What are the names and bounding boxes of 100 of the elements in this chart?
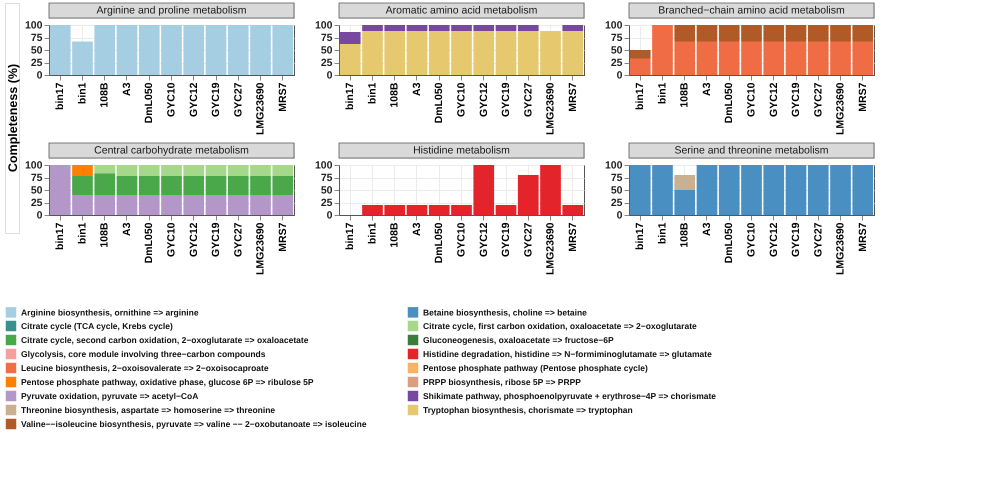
x-tick-label: 108B bbox=[98, 222, 111, 248]
x-tick-label: bin17 bbox=[344, 82, 356, 110]
x-tick-label: bin1 bbox=[366, 82, 378, 104]
x-tick-label: A3 bbox=[410, 82, 423, 96]
legend-label: Gluconeogenesis, oxaloacetate => fructose−6P bbox=[423, 335, 614, 345]
x-tick-label: A3 bbox=[700, 222, 713, 236]
y-tick-label: 25 bbox=[610, 57, 623, 69]
bar bbox=[630, 50, 651, 58]
legend-label: Pentose phosphate pathway (Pentose phosphate cycle) bbox=[423, 363, 648, 373]
x-tick-label: LMG23690 bbox=[254, 222, 267, 276]
x-tick-label: DmL050 bbox=[723, 222, 736, 264]
x-tick-label: GYC27 bbox=[522, 82, 534, 117]
legend-label: Citrate cycle, first carbon oxidation, oxaloacetate => 2−oxoglutarate bbox=[423, 321, 698, 331]
x-tick-label: GYC12 bbox=[478, 82, 490, 117]
y-tick-label: 100 bbox=[604, 20, 623, 32]
chart-title: Histidine metabolism bbox=[413, 144, 510, 156]
x-tick-label: GYC12 bbox=[768, 222, 780, 257]
legend-label: PRPP biosynthesis, ribose 5P => PRPP bbox=[423, 377, 582, 387]
x-tick-label: LMG23690 bbox=[834, 222, 847, 276]
x-tick-label: DmL050 bbox=[433, 82, 446, 124]
y-tick-label: 25 bbox=[30, 197, 43, 209]
x-tick-label: GYC27 bbox=[232, 222, 244, 257]
chart-title: Arginine and proline metabolism bbox=[96, 4, 247, 16]
x-tick-label: 108B bbox=[98, 82, 111, 108]
y-tick-label: 25 bbox=[30, 57, 43, 69]
x-tick-label: bin1 bbox=[76, 222, 88, 244]
x-tick-label: GYC10 bbox=[166, 82, 178, 117]
x-tick-label: bin1 bbox=[366, 222, 378, 244]
legend-label: Leucine biosynthesis, 2−oxoisovalerate => 2−oxoisocaproate bbox=[21, 363, 269, 373]
legend-label: Pentose phosphate pathway, oxidative phase, glucose 6P => ribulose 5P bbox=[21, 377, 314, 387]
x-tick-label: LMG23690 bbox=[834, 82, 847, 136]
y-tick-label: 75 bbox=[30, 32, 43, 44]
legend-label: Glycolysis, core module involving three−carbon compounds bbox=[21, 349, 266, 359]
y-tick-label: 25 bbox=[320, 57, 333, 69]
x-tick-label: bin17 bbox=[634, 82, 646, 110]
bar bbox=[72, 165, 93, 176]
x-tick-label: LMG23690 bbox=[544, 82, 557, 136]
x-tick-label: A3 bbox=[120, 222, 133, 236]
x-tick-label: bin17 bbox=[634, 222, 646, 250]
x-tick-label: GYC19 bbox=[210, 222, 222, 257]
legend-label: Arginine biosynthesis, ornithine => arginine bbox=[21, 307, 199, 318]
x-tick-label: GYC19 bbox=[500, 82, 512, 117]
y-tick-label: 50 bbox=[30, 44, 43, 56]
x-tick-label: GYC19 bbox=[790, 222, 802, 257]
x-tick-label: GYC19 bbox=[790, 82, 802, 117]
chart-title: Branched−chain amino acid metabolism bbox=[658, 4, 845, 16]
y-tick-label: 0 bbox=[616, 70, 623, 82]
x-tick-label: 108B bbox=[678, 82, 691, 108]
x-tick-label: bin1 bbox=[656, 82, 668, 104]
x-tick-label: DmL050 bbox=[433, 222, 446, 264]
y-tick-label: 50 bbox=[610, 44, 623, 56]
x-tick-label: GYC10 bbox=[456, 82, 468, 117]
legend-label: Betaine biosynthesis, choline => betaine bbox=[423, 307, 588, 318]
y-tick-label: 50 bbox=[320, 44, 333, 56]
y-tick-label: 100 bbox=[314, 160, 333, 172]
x-tick-label: MRS7 bbox=[856, 82, 869, 112]
x-tick-label: DmL050 bbox=[143, 82, 156, 124]
x-tick-label: GYC12 bbox=[188, 82, 200, 117]
x-tick-label: bin1 bbox=[76, 82, 88, 104]
x-tick-label: 108B bbox=[388, 222, 401, 248]
y-tick-label: 100 bbox=[604, 160, 623, 172]
x-tick-label: LMG23690 bbox=[254, 82, 267, 136]
y-tick-label: 75 bbox=[320, 32, 333, 44]
chart-title: Serine and threonine metabolism bbox=[674, 144, 829, 156]
y-tick-label: 50 bbox=[320, 184, 333, 196]
x-tick-label: GYC19 bbox=[210, 82, 222, 117]
x-tick-label: GYC10 bbox=[746, 222, 758, 257]
legend-label: Citrate cycle, second carbon oxidation, 2−oxoglutarate => oxaloacetate bbox=[21, 335, 309, 345]
x-tick-label: GYC27 bbox=[232, 82, 244, 117]
legend-label: Shikimate pathway, phosphoenolpyruvate + erythrose−4P => chorismate bbox=[423, 391, 716, 401]
chart-title: Aromatic amino acid metabolism bbox=[386, 4, 538, 16]
x-tick-label: LMG23690 bbox=[544, 222, 557, 276]
legend-label: Valine−−isoleucine biosynthesis, pyruvate => valine −− 2−oxobutanoate => isoleucine bbox=[21, 419, 367, 429]
y-tick-label: 75 bbox=[610, 172, 623, 184]
x-tick-label: GYC12 bbox=[478, 222, 490, 257]
y-tick-label: 25 bbox=[320, 197, 333, 209]
x-tick-label: GYC12 bbox=[768, 82, 780, 117]
x-tick-label: GYC10 bbox=[166, 222, 178, 257]
y-tick-label: 75 bbox=[320, 172, 333, 184]
y-tick-label: 100 bbox=[24, 20, 43, 32]
y-tick-label: 0 bbox=[616, 210, 623, 222]
legend-label: Pyruvate oxidation, pyruvate => acetyl−CoA bbox=[21, 391, 198, 401]
x-tick-label: MRS7 bbox=[276, 222, 289, 252]
y-axis-title: Completeness (%) bbox=[6, 64, 20, 172]
x-tick-label: GYC27 bbox=[812, 222, 824, 257]
x-tick-label: A3 bbox=[120, 82, 133, 96]
legend-label: Citrate cycle (TCA cycle, Krebs cycle) bbox=[21, 321, 173, 331]
x-tick-label: bin1 bbox=[656, 222, 668, 244]
x-tick-label: bin17 bbox=[54, 82, 66, 110]
y-tick-label: 25 bbox=[610, 197, 623, 209]
y-tick-label: 75 bbox=[610, 32, 623, 44]
y-tick-label: 0 bbox=[36, 210, 43, 222]
bar bbox=[340, 32, 361, 44]
x-tick-label: GYC27 bbox=[522, 222, 534, 257]
x-tick-label: GYC10 bbox=[456, 222, 468, 257]
x-tick-label: 108B bbox=[678, 222, 691, 248]
x-tick-label: A3 bbox=[410, 222, 423, 236]
y-tick-label: 50 bbox=[610, 184, 623, 196]
y-tick-label: 0 bbox=[326, 210, 333, 222]
y-tick-label: 75 bbox=[30, 172, 43, 184]
